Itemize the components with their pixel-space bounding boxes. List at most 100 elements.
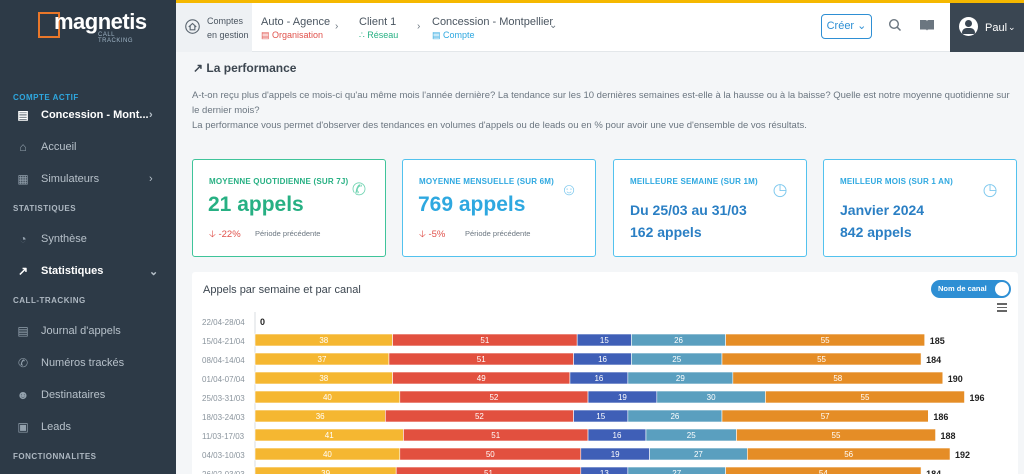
section-call-tracking: CALL-TRACKING (13, 296, 86, 305)
kpi-label: MEILLEURE SEMAINE (SUR 1M) (630, 177, 758, 186)
add-user-icon: ☺ (560, 180, 578, 199)
bar-data-label: 26 (670, 412, 679, 421)
breadcrumb-title: Auto - Agence (261, 16, 331, 28)
bar-segment[interactable] (721, 352, 922, 366)
search-icon[interactable] (887, 18, 903, 34)
sidebar-item-tracked-numbers[interactable]: ✆ Numéros trackés (0, 349, 176, 377)
toggle-knob (995, 282, 1009, 296)
breadcrumb-title: Concession - Montpellier (432, 16, 554, 28)
sidebar-item-leads[interactable]: ▣ Leads (0, 413, 176, 441)
bar-data-label: 51 (484, 469, 493, 474)
create-button[interactable]: Créer ⌄ (821, 14, 872, 39)
home-icon: ⌂ (19, 140, 27, 154)
bar-segment[interactable] (736, 428, 936, 442)
kpi-count-value: 162 appels (630, 224, 702, 240)
bar-total-label: 184 (926, 355, 941, 365)
chevron-right-icon: › (335, 21, 339, 32)
bar-data-label: 27 (694, 450, 703, 459)
sidebar-item-label: Simulateurs (41, 173, 100, 185)
y-tick-label: 25/03-31/03 (202, 394, 245, 403)
sidebar-item-label: Accueil (41, 141, 77, 153)
channel-name-toggle[interactable]: Nom de canal (931, 280, 1011, 298)
y-tick-label: 11/03-17/03 (202, 432, 245, 441)
breadcrumb-title: Client 1 (359, 16, 397, 28)
phone-icon: ✆ (351, 180, 367, 199)
sidebar-item-simulators[interactable]: ▦ Simulateurs › (0, 165, 176, 193)
page-intro: A-t-on reçu plus d'appels ce mois-ci qu'… (192, 88, 1018, 133)
user-menu[interactable]: Paul ⌄ (950, 3, 1024, 52)
bar-data-label: 40 (323, 450, 332, 459)
bar-data-label: 38 (319, 336, 328, 345)
bar-segment[interactable] (725, 466, 922, 474)
chevron-down-icon: ⌄ (549, 20, 558, 31)
bar-data-label: 52 (489, 393, 498, 402)
bar-data-label: 55 (821, 336, 830, 345)
sidebar-item-label: Leads (41, 421, 71, 433)
y-tick-label: 26/02-03/03 (202, 470, 245, 474)
bar-total-label: 185 (930, 336, 945, 346)
y-tick-label: 01/04-07/04 (202, 375, 245, 384)
sidebar-item-account[interactable]: ▤ Concession - Mont... › (0, 101, 176, 129)
bar-data-label: 55 (832, 431, 841, 440)
logo-mark (38, 12, 60, 38)
sidebar-item-recipients[interactable]: ☻ Destinataires (0, 381, 176, 409)
kpi-change: 🡣 -5% (419, 229, 446, 240)
breadcrumb-network[interactable]: Client 1 ∴ Réseau › (359, 3, 439, 52)
y-tick-label: 04/03-10/03 (202, 451, 245, 460)
bar-data-label: 27 (672, 469, 681, 474)
breadcrumb-account[interactable]: Concession - Montpellier ▤ Compte ⌄ (432, 3, 562, 52)
users-icon: ☻ (16, 388, 30, 402)
bar-segment[interactable] (747, 447, 951, 461)
sidebar-item-label: Concession - Mont... (41, 109, 149, 121)
intro-paragraph-1: A-t-on reçu plus d'appels ce mois-ci qu'… (192, 90, 1010, 116)
y-tick-label: 08/04-14/04 (202, 356, 245, 365)
bar-data-label: 36 (316, 412, 325, 421)
section-statistics: STATISTIQUES (13, 204, 77, 213)
bar-data-label: 58 (833, 374, 842, 383)
kpi-daily-average: MOYENNE QUOTIDIENNE (SUR 7J) 21 appels 🡣… (192, 159, 386, 257)
toggle-label: Nom de canal (938, 284, 987, 293)
bar-data-label: 55 (817, 355, 826, 364)
sidebar: magnetis CALL TRACKING COMPTE ACTIF ▤ Co… (0, 0, 176, 474)
sidebar-item-statistics[interactable]: ↗ Statistiques ⌄ (0, 257, 176, 285)
breadcrumb-organisation[interactable]: Auto - Agence ▤ Organisation › (261, 3, 341, 52)
bar-data-label: 13 (600, 469, 609, 474)
bar-data-label: 16 (613, 431, 622, 440)
bar-total-label: 184 (926, 469, 941, 474)
bar-segment[interactable] (721, 409, 929, 423)
bar-total-label: 186 (933, 412, 948, 422)
hamburger-menu-icon[interactable] (997, 303, 1007, 312)
user-name: Paul (985, 22, 1008, 34)
bar-data-label: 57 (821, 412, 830, 421)
accounts-home-button[interactable]: Comptes en gestion (176, 3, 252, 52)
sidebar-item-label: Numéros trackés (41, 357, 125, 369)
bar-data-label: 50 (486, 450, 495, 459)
bar-segment[interactable] (725, 333, 925, 347)
bar-segment[interactable] (732, 371, 944, 385)
chevron-right-icon: › (417, 21, 421, 32)
accounts-line2: en gestion (207, 30, 249, 40)
sidebar-item-synthesis[interactable]: ◔ Synthèse (0, 225, 176, 253)
chart-card: Appels par semaine et par canal Nom de c… (192, 272, 1018, 474)
bar-total-label: 190 (948, 374, 963, 384)
kpi-label: MOYENNE MENSUELLE (SUR 6M) (419, 177, 554, 186)
sidebar-item-call-log[interactable]: ▤ Journal d'appels (0, 317, 176, 345)
main-content: ↗ La performance A-t-on reçu plus d'appe… (176, 52, 1024, 474)
section-features: FONCTIONNALITES (13, 452, 97, 461)
sidebar-item-home[interactable]: ⌂ Accueil (0, 133, 176, 161)
bar-data-label: 37 (318, 355, 327, 364)
bar-data-label: 51 (491, 431, 500, 440)
kpi-change: 🡣 -22% (209, 229, 241, 240)
journal-icon: ▤ (17, 324, 29, 338)
bar-data-label: 16 (594, 374, 603, 383)
chevron-down-icon: ⌄ (1008, 22, 1016, 32)
contact-card-icon: ▣ (17, 420, 29, 434)
bar-data-label: 15 (596, 412, 605, 421)
avatar-icon (959, 17, 978, 36)
clock-icon: ◷ (772, 180, 788, 199)
bar-total-label: 0 (260, 317, 265, 327)
bar-total-label: 196 (970, 393, 985, 403)
bar-segment[interactable] (765, 390, 965, 404)
magnetis-logo[interactable]: magnetis CALL TRACKING (34, 8, 147, 44)
book-icon[interactable] (919, 18, 935, 34)
